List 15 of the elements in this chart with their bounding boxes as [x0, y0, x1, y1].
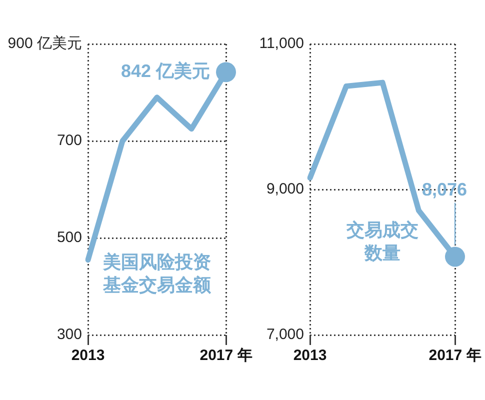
data-label: 842 亿美元 [120, 61, 210, 82]
y-tick-label: 11,000 [259, 35, 304, 52]
x-tick-label: 2017 年 [428, 347, 482, 364]
y-tick-label: 9,000 [266, 180, 304, 198]
x-tick-label: 2017 年 [200, 347, 252, 364]
y-tick-label: 300 [56, 326, 82, 344]
series-label: 交易成交数量 [346, 220, 418, 263]
y-tick-label: 500 [56, 229, 82, 246]
data-label: 8,076 [422, 180, 467, 200]
x-tick-label: 2013 [71, 347, 105, 364]
x-tick-label: 2013 [293, 347, 327, 364]
y-tick-label: 900 亿美元 [8, 35, 82, 52]
series-label: 美国风险投资基金交易金额 [102, 252, 212, 295]
y-tick-label: 700 [56, 132, 82, 150]
y-tick-label: 7,000 [266, 326, 304, 344]
